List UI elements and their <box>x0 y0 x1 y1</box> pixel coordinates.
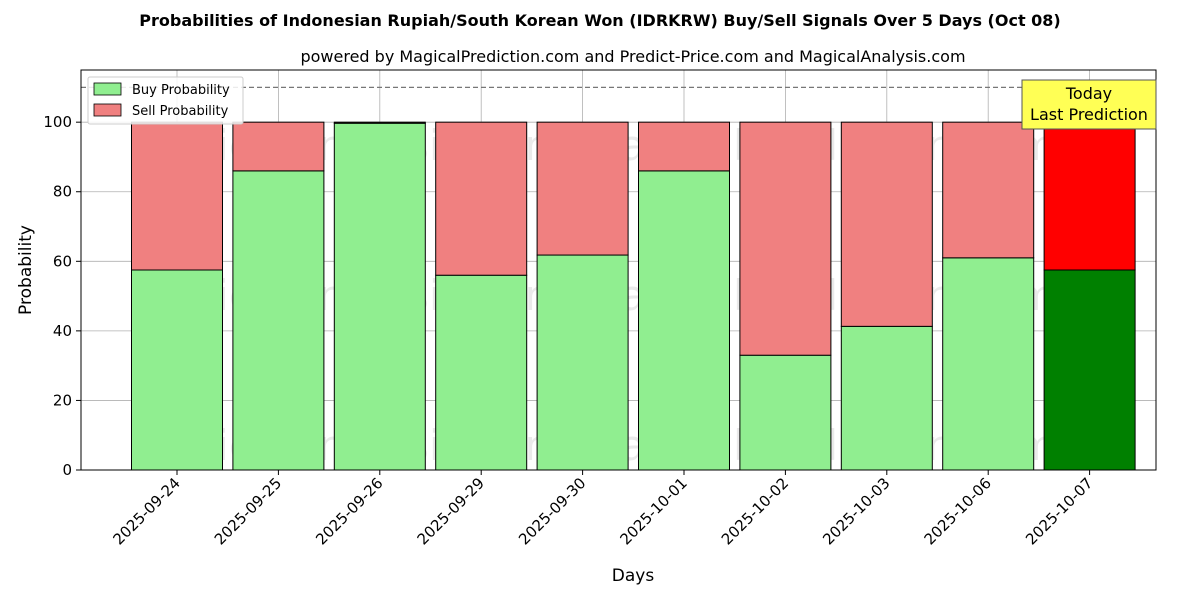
bars <box>131 121 1136 471</box>
buy-bar <box>536 254 629 471</box>
sell-bar <box>536 121 629 256</box>
x-tick-label: 2025-09-24 <box>109 474 183 548</box>
buy-bar <box>739 354 832 471</box>
y-tick-label: 80 <box>53 183 72 201</box>
x-tick-label: 2025-10-03 <box>819 474 893 548</box>
annotation-last-prediction: Last Prediction <box>1030 105 1148 124</box>
plot-frame <box>80 69 1157 471</box>
buy-bar <box>942 257 1035 471</box>
legend-buy-swatch <box>93 82 122 96</box>
buy-bar <box>131 269 223 471</box>
x-tick-label: 2025-09-26 <box>312 474 386 548</box>
sell-bar <box>840 121 933 327</box>
x-tick-label: 2025-10-01 <box>616 474 690 548</box>
legend-sell-swatch <box>93 103 122 117</box>
legend-buy-label: Buy Probability <box>132 83 230 98</box>
buy-bar <box>435 274 528 471</box>
today-annotation: Today Last Prediction <box>1021 79 1157 130</box>
buy-bar <box>1043 269 1136 471</box>
buy-bar <box>232 170 325 471</box>
chart-title: Probabilities of Indonesian Rupiah/South… <box>139 11 1060 30</box>
y-tick-label: 60 <box>53 252 72 270</box>
legend-box <box>87 76 244 125</box>
legend: Buy Probability Sell Probability <box>87 76 244 125</box>
sell-bar <box>739 121 832 356</box>
y-tick-label: 0 <box>62 461 72 479</box>
x-tick-label: 2025-09-29 <box>414 474 488 548</box>
x-tick-label: 2025-09-30 <box>515 474 589 548</box>
chart-subtitle: powered by MagicalPrediction.com and Pre… <box>300 47 965 66</box>
x-tick-label: 2025-10-02 <box>718 474 792 548</box>
sell-bar <box>435 121 528 276</box>
sell-bar <box>942 121 1035 259</box>
y-tick-label: 20 <box>53 391 72 409</box>
x-axis: 2025-09-24 2025-09-25 2025-09-26 2025-09-29… <box>109 470 1096 548</box>
buy-bar <box>333 122 426 471</box>
x-tick-label: 2025-09-25 <box>211 474 285 548</box>
sell-bar <box>131 121 223 271</box>
buy-bar <box>638 170 730 471</box>
x-tick-label: 2025-10-06 <box>921 474 995 548</box>
y-axis-label: Probability <box>16 225 36 315</box>
sell-bar <box>333 121 426 124</box>
annotation-today: Today <box>1065 84 1112 103</box>
sell-bar <box>638 121 730 172</box>
legend-sell-label: Sell Probability <box>132 104 229 119</box>
y-axis: 0 20 40 60 80 100 <box>43 113 81 479</box>
buy-bar <box>840 325 933 471</box>
sell-bar <box>1043 121 1136 271</box>
x-tick-label: 2025-10-07 <box>1022 474 1096 548</box>
x-axis-label: Days <box>612 566 655 586</box>
sell-bar <box>232 121 325 172</box>
y-tick-label: 100 <box>43 113 72 131</box>
y-tick-label: 40 <box>53 322 72 340</box>
annotation-box <box>1021 79 1157 130</box>
